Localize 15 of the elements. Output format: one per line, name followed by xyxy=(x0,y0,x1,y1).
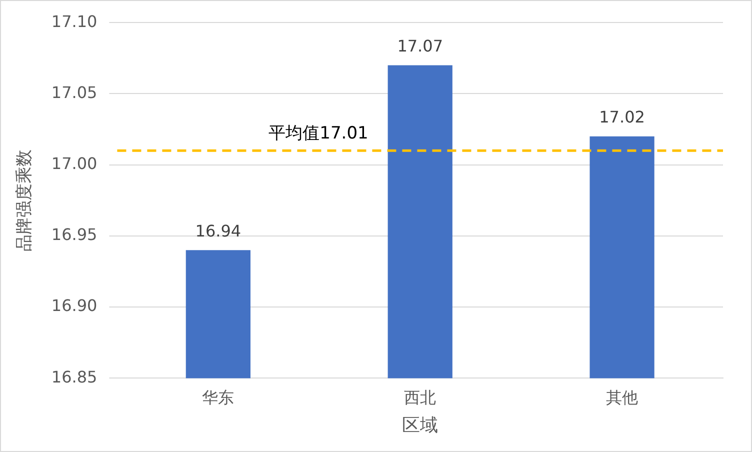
data-label: 17.02 xyxy=(599,108,645,127)
y-tick-label: 17.00 xyxy=(51,154,98,173)
data-label: 17.07 xyxy=(397,36,444,56)
y-tick-label: 16.90 xyxy=(51,296,98,316)
data-label: 16.94 xyxy=(195,221,242,240)
y-axis-title: 品牌强度乘数 xyxy=(14,149,35,252)
y-tick-label: 16.85 xyxy=(51,367,98,386)
x-tick-label: 西北 xyxy=(404,388,436,407)
x-tick-label: 华东 xyxy=(202,388,234,407)
x-axis-title: 区域 xyxy=(402,414,438,436)
y-tick-label: 17.10 xyxy=(51,12,98,31)
ref-line-label: 平均值17.01 xyxy=(268,124,368,144)
y-tick-label: 17.05 xyxy=(51,82,98,102)
x-tick-label: 其他 xyxy=(606,388,638,407)
y-tick-label: 16.95 xyxy=(51,225,98,244)
